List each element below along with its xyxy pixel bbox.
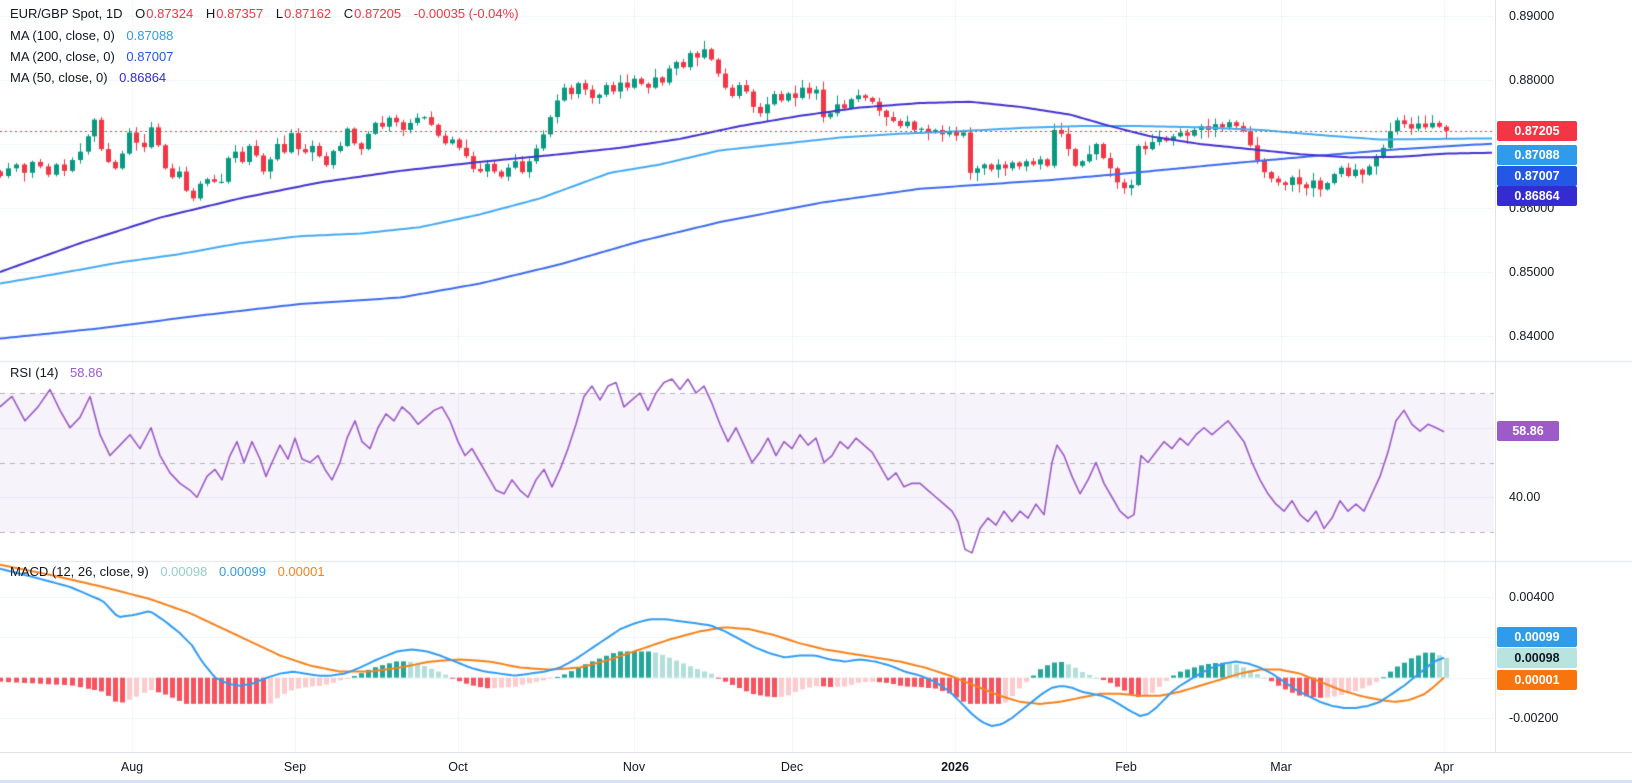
ma200-legend-row[interactable]: MA (200, close, 0) 0.87007 [10, 49, 173, 64]
month-label-apr: Apr [1434, 760, 1454, 774]
month-label-sep: Sep [283, 760, 307, 774]
price-scale-separator [1495, 0, 1496, 752]
ma50-legend-row[interactable]: MA (50, close, 0) 0.86864 [10, 70, 166, 85]
month-label-aug: Aug [120, 760, 144, 774]
high-value: 0.87357 [216, 6, 264, 21]
rsi-value: 58.86 [70, 365, 103, 380]
macd-hist-badge: 0.00098 [1497, 648, 1577, 668]
rsi-value-badge: 58.86 [1497, 421, 1559, 441]
macd-label: MACD (12, 26, close, 9) [10, 564, 149, 579]
open-label: O [135, 6, 146, 21]
month-label-oct: Oct [448, 760, 468, 774]
symbol-title: EUR/GBP Spot, 1D [10, 6, 123, 21]
ma50-value: 0.86864 [119, 70, 167, 85]
ma200-price-badge: 0.87007 [1497, 166, 1577, 186]
low-value: 0.87162 [284, 6, 332, 21]
time-axis[interactable]: Aug Sep Oct Nov Dec 2026 Feb Mar Apr [0, 752, 1632, 780]
month-label-nov: Nov [622, 760, 646, 774]
month-label-mar: Mar [1270, 760, 1292, 774]
high-label: H [205, 6, 216, 21]
rsi-legend-row[interactable]: RSI (14) 58.86 [10, 365, 103, 380]
close-label: C [343, 6, 354, 21]
change-value: -0.00035 (-0.04%) [413, 6, 519, 21]
close-value: 0.87205 [354, 6, 402, 21]
month-label-dec: Dec [780, 760, 804, 774]
macd-tick: 0.00400 [1509, 590, 1555, 604]
low-label: L [275, 6, 284, 21]
macd-signal-badge: 0.00001 [1497, 670, 1577, 690]
last-price-badge: 0.87205 [1497, 121, 1577, 141]
macd-legend-row[interactable]: MACD (12, 26, close, 9) 0.00098 0.00099 … [10, 564, 325, 579]
window-bottom-strip [0, 779, 1632, 783]
open-value: 0.87324 [146, 6, 194, 21]
price-tick: 0.89000 [1509, 9, 1555, 23]
ma100-label: MA (100, close, 0) [10, 28, 115, 43]
ma200-label: MA (200, close, 0) [10, 49, 115, 64]
month-label-feb: Feb [1115, 760, 1137, 774]
chart-plot-canvas[interactable] [0, 0, 1632, 752]
macd-tick: -0.00200 [1509, 711, 1559, 725]
rsi-label: RSI (14) [10, 365, 59, 380]
price-tick: 0.84000 [1509, 329, 1555, 343]
year-label-2026: 2026 [941, 760, 969, 774]
rsi-tick: 40.00 [1509, 490, 1541, 504]
ma100-value: 0.87088 [126, 28, 174, 43]
ma50-price-badge: 0.86864 [1497, 186, 1577, 206]
price-tick: 0.85000 [1509, 265, 1555, 279]
price-tick: 0.88000 [1509, 73, 1555, 87]
macd-line-badge: 0.00099 [1497, 627, 1577, 647]
ma100-legend-row[interactable]: MA (100, close, 0) 0.87088 [10, 28, 173, 43]
macd-line-value: 0.00099 [218, 564, 266, 579]
ma200-value: 0.87007 [126, 49, 174, 64]
ma100-price-badge: 0.87088 [1497, 145, 1577, 165]
macd-hist-value: 0.00098 [160, 564, 208, 579]
symbol-legend-row[interactable]: EUR/GBP Spot, 1D O0.87324 H0.87357 L0.87… [10, 6, 519, 21]
macd-signal-value: 0.00001 [277, 564, 325, 579]
ma50-label: MA (50, close, 0) [10, 70, 108, 85]
